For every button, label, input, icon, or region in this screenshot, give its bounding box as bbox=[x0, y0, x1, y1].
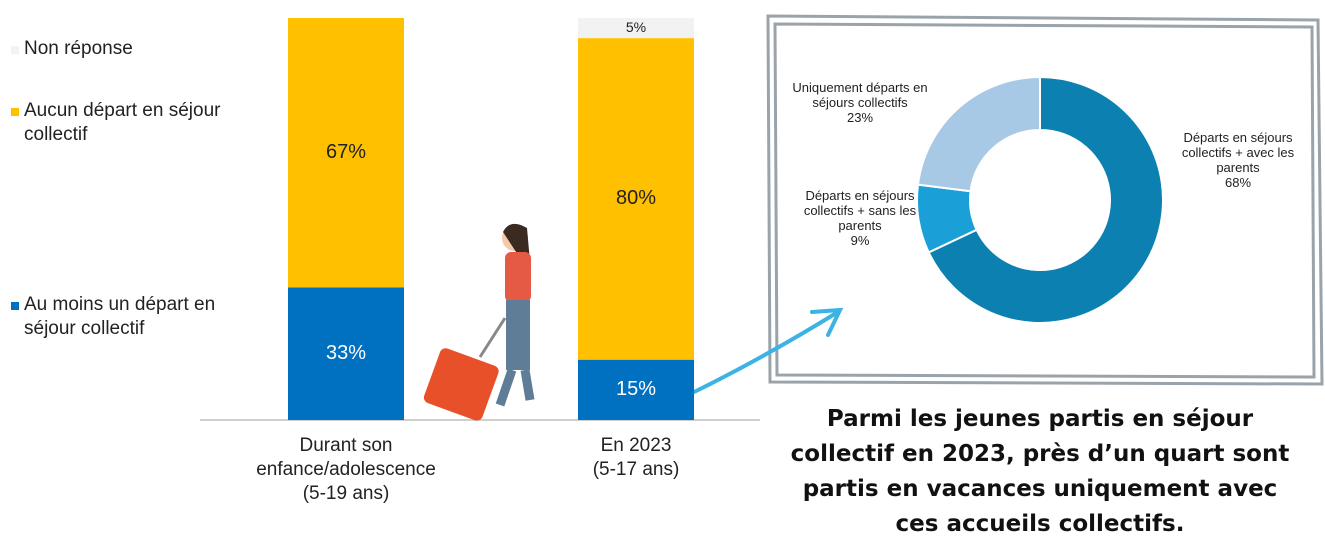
traveler-illustration bbox=[423, 223, 535, 421]
bar-segment bbox=[578, 359, 694, 420]
frame bbox=[766, 14, 1324, 386]
value-label: 15% bbox=[615, 377, 657, 400]
value-label: 33% bbox=[325, 341, 367, 364]
slice-name: Départs en séjours collectifs + avec les… bbox=[1181, 130, 1295, 175]
slice-label: Départs en séjours collectifs + sans les… bbox=[780, 188, 940, 248]
legend-swatch bbox=[11, 108, 19, 116]
legend-label: Non réponse bbox=[24, 38, 133, 59]
slice-value: 9% bbox=[850, 233, 870, 248]
legend-label: Au moins un départ en séjour collectif bbox=[24, 294, 216, 339]
legend-label: Aucun départ en séjour collectif bbox=[24, 100, 221, 145]
bar-segment bbox=[578, 18, 694, 39]
legend-swatch bbox=[11, 46, 19, 54]
arrow bbox=[686, 307, 844, 397]
value-label: 67% bbox=[325, 140, 367, 163]
slice-name: Uniquement départs en séjours collectifs bbox=[792, 80, 928, 110]
category-label: En 2023 (5-17 ans) bbox=[592, 435, 680, 480]
legend-swatch bbox=[11, 302, 19, 310]
slice-name: Départs en séjours collectifs + sans les… bbox=[803, 188, 917, 233]
slice-label: Uniquement départs en séjours collectifs… bbox=[780, 80, 940, 125]
slice-value: 23% bbox=[846, 110, 874, 125]
donut-slice bbox=[927, 75, 1164, 324]
donut-slice bbox=[916, 75, 1041, 193]
bar-segment bbox=[288, 287, 404, 420]
bar-segment bbox=[578, 38, 694, 360]
slice-label: Départs en séjours collectifs + avec les… bbox=[1158, 130, 1318, 190]
caption: Parmi les jeunes partis en séjour collec… bbox=[790, 406, 1290, 537]
category-label: Durant son enfance/adolescence (5-19 ans… bbox=[256, 435, 436, 504]
slice-value: 68% bbox=[1224, 175, 1252, 190]
value-label: 5% bbox=[625, 19, 647, 36]
value-label: 80% bbox=[615, 186, 657, 209]
bar-segment bbox=[288, 18, 404, 288]
